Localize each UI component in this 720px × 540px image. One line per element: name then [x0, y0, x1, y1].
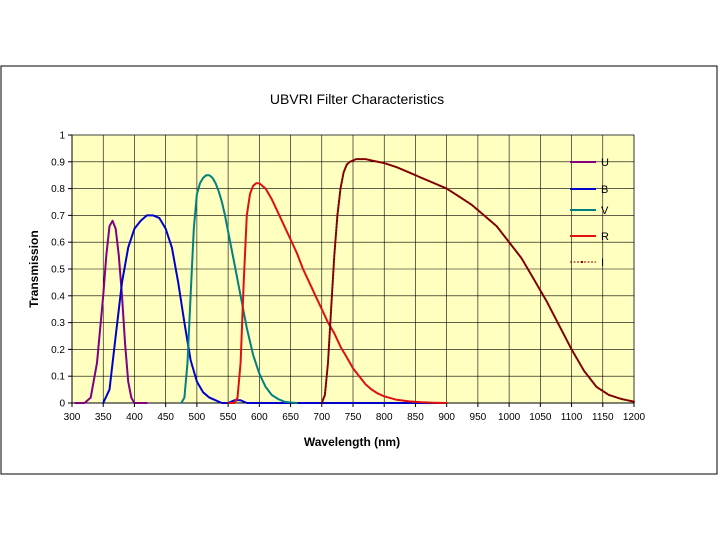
- x-tick-label: 800: [376, 412, 393, 423]
- y-tick-label: 1: [59, 131, 65, 142]
- series-lines: [74, 158, 635, 404]
- x-tick-label: 500: [189, 412, 206, 423]
- x-axis-title: Wavelength (nm): [304, 435, 400, 449]
- y-tick-label: 0.1: [51, 372, 65, 383]
- series-line-r: [227, 182, 448, 404]
- legend-label-b: B: [601, 184, 608, 196]
- y-axis-ticks: 0 0.1 0.2 0.3 0.4 0.5 0.6 0.7 0.8 0.9 1: [51, 131, 72, 410]
- series-line-v: [180, 174, 298, 404]
- x-tick-label: 1050: [529, 412, 552, 423]
- x-tick-label: 1200: [623, 412, 646, 423]
- x-tick-label: 550: [220, 412, 237, 423]
- legend-marker-i: [581, 261, 583, 263]
- x-tick-label: 400: [126, 412, 143, 423]
- x-tick-label: 900: [438, 412, 455, 423]
- legend: U BV R I: [570, 157, 609, 269]
- y-tick-label: 0.2: [51, 345, 65, 356]
- y-axis-title: Transmission: [27, 230, 41, 307]
- y-tick-label: 0.7: [51, 211, 65, 222]
- x-tick-label: 450: [157, 412, 174, 423]
- x-tick-label: 700: [313, 412, 330, 423]
- legend-label-i: I: [601, 257, 604, 269]
- y-tick-label: 0.3: [51, 318, 65, 329]
- legend-label-r: R: [601, 231, 609, 243]
- x-tick-label: 1150: [592, 412, 614, 423]
- x-tick-label: 950: [470, 412, 487, 423]
- legend-label-v: V: [601, 205, 609, 217]
- x-axis-ticks: 300 350 400 450 500 550 600 650 700 750 800 850 900 9…: [64, 403, 646, 423]
- y-tick-label: 0.6: [51, 238, 65, 249]
- y-tick-label: 0.9: [51, 157, 65, 168]
- x-tick-label: 750: [345, 412, 362, 423]
- x-tick-label: 1100: [561, 412, 583, 423]
- chart-title: UBVRI Filter Characteristics: [270, 91, 444, 107]
- x-tick-label: 350: [95, 412, 112, 423]
- x-tick-label: 600: [251, 412, 268, 423]
- series-line-i: [320, 158, 635, 404]
- legend-label-u: U: [601, 157, 609, 169]
- y-tick-label: 0.5: [51, 265, 65, 276]
- y-tick-label: 0.4: [51, 291, 65, 302]
- y-tick-label: 0.8: [51, 184, 65, 195]
- x-tick-label: 850: [407, 412, 424, 423]
- x-tick-label: 650: [282, 412, 299, 423]
- x-tick-label: 300: [64, 412, 81, 423]
- y-tick-label: 0: [59, 399, 65, 410]
- series-line-u: [74, 219, 148, 404]
- x-tick-label: 1000: [498, 412, 521, 423]
